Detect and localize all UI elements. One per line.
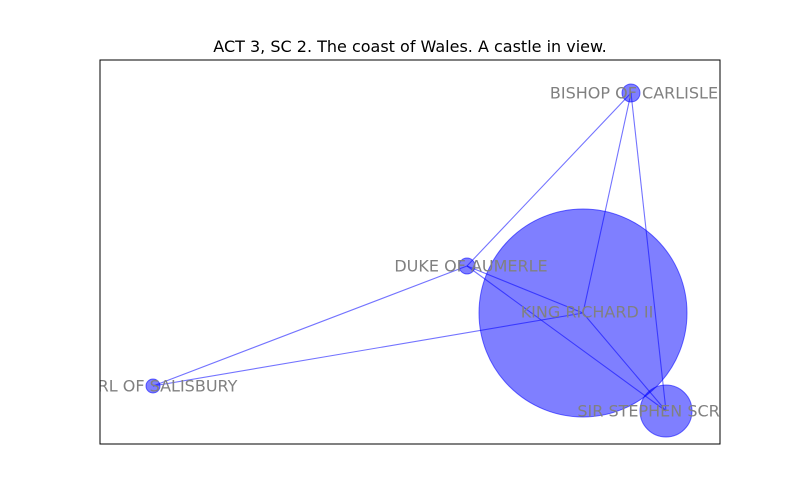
node-scroop <box>639 384 693 438</box>
node-label-salisbury: EARL OF SALISBURY <box>77 377 238 396</box>
node-label-king: KING RICHARD II <box>521 303 654 322</box>
node-carlisle <box>621 83 641 103</box>
label-layer: KING RICHARD II SIR STEPHEN SCROOP DUKE OF… <box>77 84 755 421</box>
plot-area: KING RICHARD II SIR STEPHEN SCROOP DUKE OF… <box>77 83 755 438</box>
node-label-aumerle: DUKE OF AUMERLE <box>394 257 547 276</box>
node-aumerle <box>458 257 476 275</box>
node-salisbury <box>145 378 161 394</box>
edge-aumerle-salisbury <box>152 265 468 387</box>
axes-frame <box>99 59 721 445</box>
node-label-scroop: SIR STEPHEN SCROOP <box>577 402 755 421</box>
chart-title: ACT 3, SC 2. The coast of Wales. A castl… <box>213 37 606 56</box>
node-king <box>478 208 688 418</box>
node-layer <box>145 83 693 438</box>
edge-aumerle-carlisle <box>466 92 632 267</box>
node-label-carlisle: BISHOP OF CARLISLE <box>550 84 718 103</box>
